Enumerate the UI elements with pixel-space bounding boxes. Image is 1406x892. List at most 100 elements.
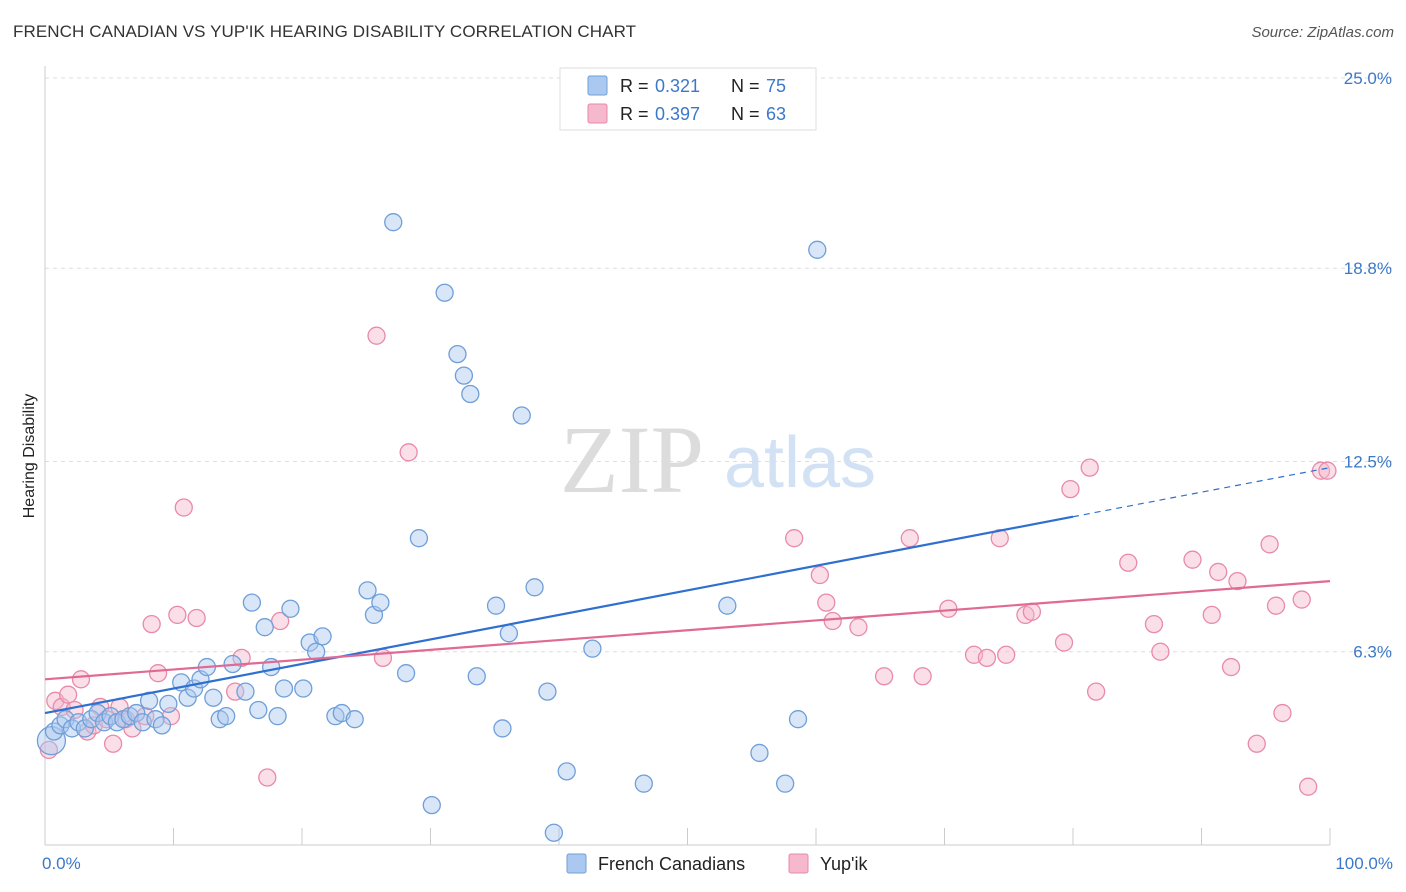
yupik-point [1247,734,1266,753]
legend-n-value-pink: 63 [766,104,786,124]
french-canadian-point [409,529,429,548]
french-canadian-point [448,344,467,364]
bottom-legend-label-pink: Yup'ik [820,854,868,874]
yupik-point [1054,633,1074,652]
french-canadian-point [358,581,377,600]
watermark-atlas: atlas [724,423,876,503]
french-canadian-trend-line [44,515,1074,715]
french-canadian-points [36,213,827,842]
french-canadian-point [345,710,364,729]
yupik-point [977,648,997,668]
yupik-point [849,618,868,637]
chart-title: FRENCH CANADIAN VS YUP'IK HEARING DISABI… [13,22,637,41]
yupik-point [399,443,418,462]
legend: R = 0.321 N = 75 R = 0.397 N = 63 [559,67,817,131]
yupik-point [1202,605,1221,625]
yupik-point [148,664,168,683]
yupik-point [1228,572,1247,591]
y-tick-label: 12.5% [1344,453,1392,472]
yupik-point [874,667,894,686]
legend-r-value-blue: 0.321 [655,76,700,96]
french-canadian-point [217,706,236,726]
french-canadian-point [808,240,827,259]
french-canadian-point [583,639,602,658]
french-canadian-point [512,406,531,425]
yupik-trend-line [44,580,1331,681]
yupik-point [785,529,804,548]
legend-swatch-blue [587,75,608,96]
french-canadian-point [242,593,262,612]
yupik-point [1086,682,1106,701]
gridlines [45,77,1392,653]
french-canadian-point [294,679,313,698]
legend-swatch-pink [587,103,608,124]
x-tick-label-max: 100.0% [1335,854,1393,873]
yupik-point [142,614,161,634]
french-canadian-trend-extension [1072,467,1331,518]
watermark: ZIP atlas [560,406,876,513]
yupik-point [1260,535,1279,554]
yupik-point [1022,602,1042,621]
yupik-point [71,670,91,689]
yupik-point [1299,777,1318,796]
french-canadian-point [544,823,564,842]
legend-n-label-blue: N = [731,76,760,96]
french-canadian-point [486,596,506,615]
french-canadian-point [499,624,519,643]
yupik-point [258,768,277,787]
yupik-point [1119,553,1138,572]
y-tick-label: 6.3% [1353,643,1392,662]
french-canadian-point [127,703,146,723]
yupik-point [58,685,78,704]
yupik-point [913,667,932,686]
french-canadian-point [718,596,737,615]
french-canadian-point [525,578,544,597]
french-canadian-point [634,774,653,793]
french-canadian-point [788,710,808,729]
french-canadian-point [178,688,197,707]
legend-n-value-blue: 75 [766,76,786,96]
legend-r-label-blue: R = [620,76,649,96]
yupik-point [226,682,245,701]
french-canadian-point [454,366,474,385]
yupik-point [187,608,206,628]
french-canadian-point [461,384,480,404]
yupik-point [1151,642,1170,661]
yupik-point [1080,458,1099,477]
watermark-zip: ZIP [560,406,704,513]
yupik-point [823,611,842,631]
french-canadian-point [384,213,403,232]
french-canadian-point [396,664,416,683]
yupik-point [1209,562,1228,582]
yupik-points [39,326,1337,796]
yupik-point [1273,703,1292,723]
bottom-legend-swatch-pink [788,853,809,874]
yupik-point [232,648,251,668]
yupik-point [174,498,193,517]
bottom-legend-label-blue: French Canadians [598,854,745,874]
french-canadian-point [371,593,390,612]
french-canadian-point [281,599,300,618]
yupik-point [810,565,830,585]
french-canadian-point [538,682,557,701]
yupik-point [1061,479,1080,499]
yupik-point [900,529,919,548]
yupik-point [367,326,386,345]
y-axis-label: Hearing Disability [21,394,38,519]
yupik-point [271,611,290,631]
axes [44,66,1331,846]
french-canadian-point [249,700,268,720]
yupik-point [1144,614,1164,634]
french-canadian-point [204,688,223,707]
french-canadian-point [493,719,512,738]
y-tick-label: 25.0% [1344,69,1392,88]
bottom-legend-swatch-blue [566,853,587,874]
french-canadian-point [75,719,94,738]
yupik-point [1183,550,1202,569]
legend-r-label-pink: R = [620,104,649,124]
bottom-legend: French Canadians Yup'ik [566,853,868,874]
yupik-point [1221,657,1241,677]
yupik-point [997,645,1016,664]
french-canadian-point [159,694,178,714]
